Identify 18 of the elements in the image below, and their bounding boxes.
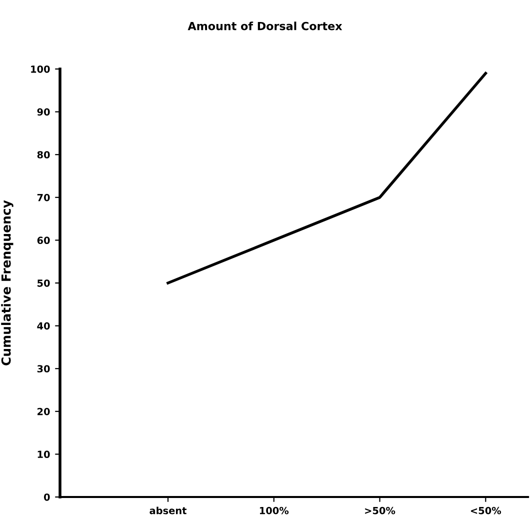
y-axis-title: Cumulative Frenquency <box>1 200 14 366</box>
x-tick-label: <50% <box>470 506 502 514</box>
y-tick-label: 100 <box>31 65 50 73</box>
y-tick-label: 0 <box>44 493 50 501</box>
y-tick-label: 50 <box>38 279 50 287</box>
y-tick-label: 10 <box>38 450 50 458</box>
x-tick-label: 100% <box>260 506 289 514</box>
x-tick-label: absent <box>150 506 187 514</box>
y-tick-label: 90 <box>37 108 50 116</box>
y-tick-label: 70 <box>37 194 50 202</box>
y-tick-label: 60 <box>37 236 50 244</box>
y-tick-label: 40 <box>37 322 50 330</box>
y-tick-label: 20 <box>38 408 50 416</box>
y-tick-label: 80 <box>37 151 50 158</box>
y-tick-label: 30 <box>37 365 50 372</box>
chart-title: Amount of Dorsal Cortex <box>188 22 342 30</box>
x-tick-label: >50% <box>365 506 396 514</box>
line-series <box>166 72 488 284</box>
